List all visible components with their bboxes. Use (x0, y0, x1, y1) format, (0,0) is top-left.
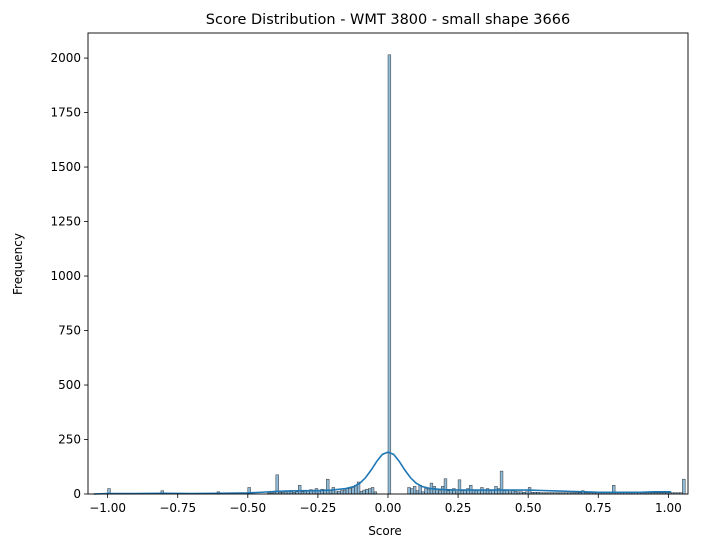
histogram-bar (370, 487, 375, 495)
histogram-bar (407, 487, 411, 495)
chart-title: Score Distribution - WMT 3800 - small sh… (206, 12, 570, 28)
histogram-bar (328, 490, 333, 495)
y-axis-label: Frequency (11, 233, 25, 295)
x-tick-label: −0.75 (159, 501, 196, 515)
histogram-bar (387, 54, 392, 495)
histogram-bar (488, 490, 492, 495)
histogram-bar (348, 488, 352, 495)
kde-curve (93, 451, 672, 495)
y-tick-label: 1000 (50, 269, 81, 283)
x-tick-label: −0.25 (300, 501, 337, 515)
x-tick-label: −0.50 (229, 501, 266, 515)
histogram-bar (342, 489, 347, 495)
x-tick-label: 0.00 (375, 501, 402, 515)
histogram-bar (460, 490, 464, 495)
histogram-bar (427, 489, 431, 495)
histogram-bar (368, 488, 372, 495)
y-tick-label: 1250 (50, 215, 81, 229)
histogram-bar (474, 490, 478, 495)
y-axis-ticks: 0 250 500 750 1000 1250 1500 1750 2000 (50, 51, 88, 501)
histogram-bar (412, 486, 417, 495)
histogram-bar (502, 490, 507, 495)
histogram-bar (362, 489, 366, 495)
histogram-bar (365, 488, 369, 495)
y-tick-label: 750 (58, 324, 81, 338)
histogram-bar (446, 490, 450, 495)
histogram-bar (432, 486, 436, 495)
histogram-bar (424, 488, 428, 495)
histogram-bar (345, 488, 349, 495)
x-axis-ticks: −1.00 −0.75 −0.50 −0.25 0.00 0.25 0.50 0.75 1.00 (89, 494, 682, 515)
y-tick-label: 500 (58, 378, 81, 392)
y-tick-label: 2000 (50, 51, 81, 65)
histogram-bar (438, 490, 442, 495)
x-tick-label: 0.75 (585, 501, 612, 515)
histogram-bar (351, 487, 355, 495)
histogram-bars (107, 54, 686, 495)
x-axis-label: Score (368, 524, 402, 538)
histogram-bar (457, 479, 462, 495)
histogram-bar (682, 478, 686, 495)
x-tick-label: 0.50 (515, 501, 542, 515)
x-tick-label: −1.00 (89, 501, 126, 515)
histogram-bar (443, 478, 448, 495)
x-tick-label: 0.25 (445, 501, 472, 515)
y-tick-label: 0 (73, 487, 81, 501)
histogram-bar (340, 490, 344, 495)
x-tick-label: 1.00 (655, 501, 682, 515)
y-tick-label: 1500 (50, 160, 81, 174)
histogram-bar (511, 490, 515, 495)
histogram-bar (435, 489, 439, 495)
histogram-bar (415, 490, 420, 495)
histogram-bar (410, 488, 414, 495)
histogram-bar (298, 485, 302, 495)
y-tick-label: 250 (58, 433, 81, 447)
y-tick-label: 1750 (50, 106, 81, 120)
histogram-bar (326, 478, 330, 495)
